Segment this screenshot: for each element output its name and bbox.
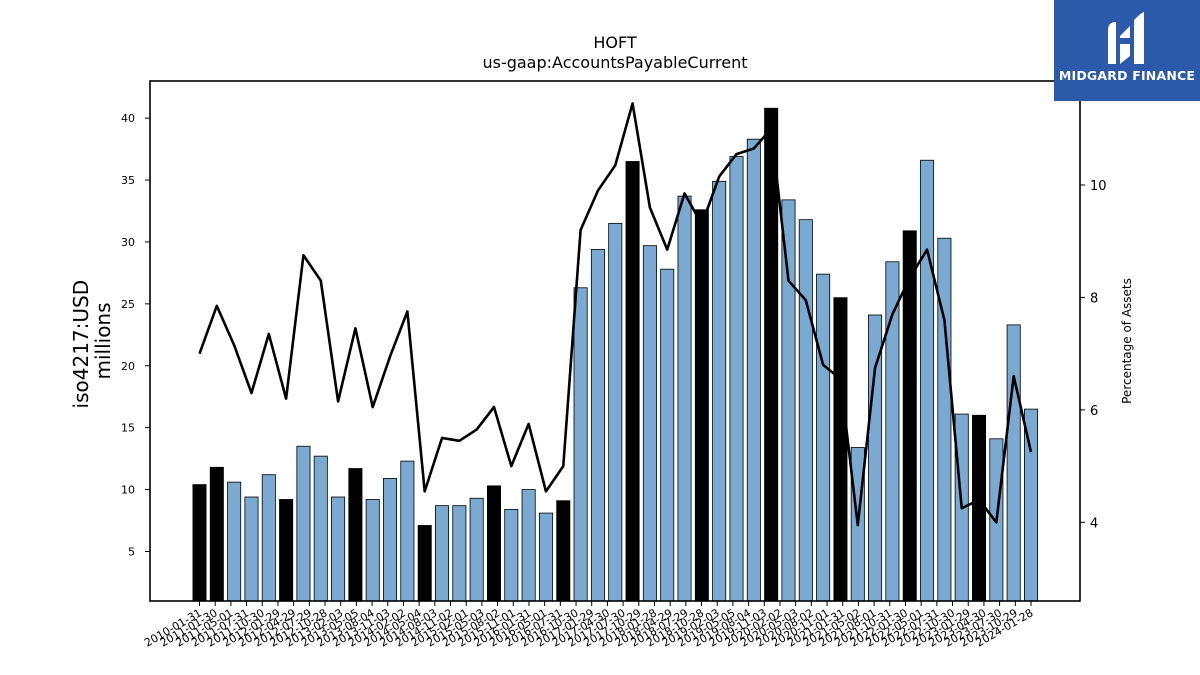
y-tick-label: 15 (121, 422, 135, 435)
bar (781, 199, 796, 602)
y2-tick-label: 10 (1090, 179, 1107, 194)
bar (816, 273, 831, 602)
bar (590, 248, 605, 602)
chart-subtitle: us-gaap:AccountsPayableCurrent (482, 53, 747, 72)
bar (521, 489, 536, 602)
chart-title: HOFT (593, 33, 637, 52)
bar (608, 222, 623, 602)
bar (642, 245, 657, 602)
bar (261, 474, 276, 602)
percentage-of-assets-line (198, 102, 1033, 527)
bar (868, 314, 883, 602)
bar (573, 287, 588, 602)
bar (331, 496, 346, 602)
y-tick-label: 35 (121, 174, 135, 187)
bar (244, 496, 259, 602)
bar (383, 478, 398, 602)
y-axis-label: iso4217:USD millions (69, 274, 115, 409)
y-tick-label: 20 (121, 360, 135, 373)
x-axis: 2010-01-312011-01-302011-05-012011-07-31… (142, 601, 1036, 650)
bar (417, 525, 432, 602)
y2-tick-label: 8 (1090, 291, 1098, 306)
bar (937, 237, 952, 602)
bar (1006, 324, 1021, 602)
bar (365, 499, 380, 602)
bar (504, 508, 519, 602)
bar (452, 505, 467, 602)
bar (798, 219, 813, 602)
bar (729, 156, 744, 602)
bar (677, 195, 692, 602)
chart-titles: HOFT us-gaap:AccountsPayableCurrent (482, 33, 747, 72)
bar (556, 500, 571, 602)
y2-axis-label: Percentage of Assets (1120, 278, 1134, 404)
bar (400, 460, 415, 602)
bar (920, 159, 935, 602)
bar (313, 455, 328, 602)
bar (833, 297, 848, 602)
bar (764, 107, 779, 602)
bar (296, 445, 311, 602)
bar-series (192, 107, 1039, 602)
bar (972, 414, 987, 602)
bar (746, 138, 761, 602)
bar (435, 505, 450, 602)
bar (660, 268, 675, 602)
line-series (198, 102, 1033, 527)
bar (192, 484, 207, 602)
y-tick-label: 5 (128, 545, 135, 558)
bar (209, 466, 224, 602)
y-tick-label: 25 (121, 298, 135, 311)
bar (694, 209, 709, 602)
y-tick-label: 30 (121, 236, 135, 249)
y-axis-left: 5 10 15 20 25 30 35 40 (121, 112, 150, 558)
bar (625, 161, 640, 602)
bar (712, 180, 727, 602)
logo-wordmark: MIDGARD FINANCE (1058, 68, 1196, 83)
plot-area-frame (149, 80, 1081, 602)
bar (538, 512, 553, 602)
bar (227, 481, 242, 602)
bar (469, 497, 484, 602)
y-tick-label: 10 (121, 484, 135, 497)
bar (279, 499, 294, 602)
midgard-finance-logo: MIDGARD FINANCE (1054, 0, 1200, 101)
bar (348, 468, 363, 602)
y2-tick-label: 6 (1090, 404, 1098, 419)
bar (486, 485, 501, 602)
bar (1024, 408, 1039, 602)
y-tick-label: 40 (121, 112, 135, 125)
y-axis-right: 4 6 8 10 (1080, 179, 1107, 531)
midgard-logo-icon (1108, 12, 1144, 64)
y2-tick-label: 4 (1090, 516, 1098, 531)
